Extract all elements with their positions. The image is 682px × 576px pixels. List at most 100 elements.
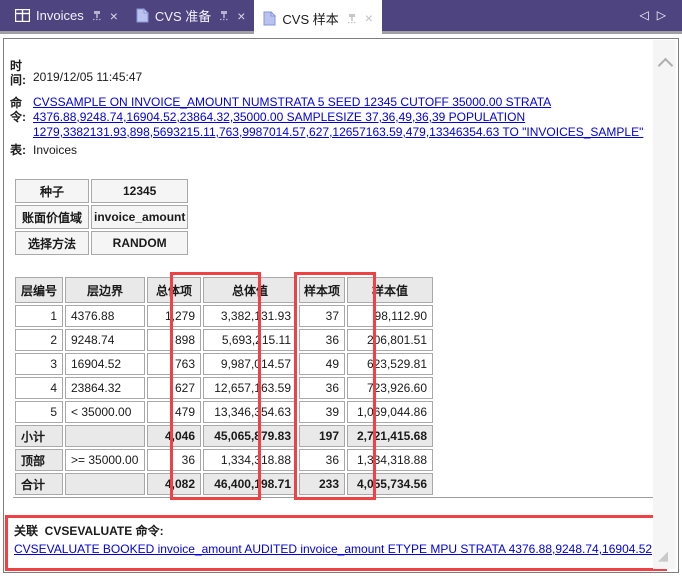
row-label: 小计 [15, 425, 63, 447]
resize-grip-icon[interactable]: ◢ [658, 548, 668, 563]
tab-invoices[interactable]: Invoices × [6, 0, 127, 31]
cell: 233 [299, 473, 346, 495]
cell: 1 [15, 305, 63, 327]
table-row: 2 9248.74 898 5,693,215.11 36 206,801.51 [15, 329, 434, 351]
cell: 23864.32 [65, 377, 145, 399]
tab-cvs-sample-active[interactable]: CVS 样本 × [254, 0, 382, 36]
cell: 1,069,044.86 [347, 401, 434, 423]
row-label: 合计 [15, 473, 63, 495]
tab-scroll-arrows[interactable]: ◁▷ [640, 8, 674, 22]
command-line-3[interactable]: 1279,3382131.93,898,5693215.11,763,99870… [33, 125, 644, 139]
close-icon[interactable]: × [237, 7, 246, 24]
col-header: 层边界 [65, 277, 145, 303]
param-value: invoice_amount [91, 205, 189, 229]
cell: < 35000.00 [65, 401, 145, 423]
close-icon[interactable]: × [109, 7, 118, 24]
table-name-value: Invoices [33, 143, 78, 157]
cell: 46,400,198.71 [203, 473, 297, 495]
param-row: 选择方法 RANDOM [15, 231, 189, 255]
cell: 9248.74 [65, 329, 145, 351]
cell: 898 [147, 329, 201, 351]
cell: 627 [147, 377, 201, 399]
table-row: 4 23864.32 627 12,657,163.59 36 723,926.… [15, 377, 434, 399]
cell: 49 [299, 353, 346, 375]
col-header: 总体项 [147, 277, 201, 303]
cell [65, 425, 145, 447]
total-row: 合计 4,082 46,400,198.71 233 4,055,734.56 [15, 473, 434, 495]
cell: 36 [299, 329, 346, 351]
param-label: 种子 [15, 179, 89, 203]
cell: 4,055,734.56 [347, 473, 434, 495]
table-row: 3 16904.52 763 9,987,014.57 49 623,529.8… [15, 353, 434, 375]
sampling-parameters-table: 种子 12345 账面价值域 invoice_amount 选择方法 RANDO… [13, 177, 190, 257]
related-command-heading: 关联 CVSEVALUATE 命令: [14, 524, 164, 538]
section-separator [13, 497, 658, 498]
cell: 13,346,354.63 [203, 401, 297, 423]
cell: 2,721,415.68 [347, 425, 434, 447]
cvsevaluate-command-link[interactable]: CVSEVALUATE BOOKED invoice_amount AUDITE… [14, 542, 664, 556]
vertical-scrollbar[interactable] [653, 40, 676, 569]
cell [65, 473, 145, 495]
cell: 98,112.90 [347, 305, 434, 327]
param-label: 账面价值域 [15, 205, 89, 229]
tab-scroll-right-icon[interactable]: ▷ [656, 8, 674, 22]
close-icon[interactable]: × [364, 10, 373, 26]
cell: 16904.52 [65, 353, 145, 375]
table-row: 1 4376.88 1,279 3,382,131.93 37 98,112.9… [15, 305, 434, 327]
document-icon [136, 7, 150, 23]
cell: 4,046 [147, 425, 201, 447]
cell: 12,657,163.59 [203, 377, 297, 399]
tab-bar: Invoices × CVS 准备 [0, 0, 682, 36]
command-label: 命令: [10, 96, 26, 124]
cell: 623,529.81 [347, 353, 434, 375]
cvssample-command-link: CVSSAMPLE ON INVOICE_AMOUNT NUMSTRATA 5 … [33, 95, 643, 140]
pin-icon[interactable] [219, 10, 229, 21]
cell: 4,082 [147, 473, 201, 495]
row-label: 顶部 [15, 449, 63, 471]
pin-icon[interactable] [92, 10, 102, 21]
cell: 197 [299, 425, 346, 447]
col-header: 样本值 [347, 277, 434, 303]
tab-scroll-left-icon[interactable]: ◁ [639, 8, 657, 22]
cell: 723,926.60 [347, 377, 434, 399]
cell: 1,334,318.88 [347, 449, 434, 471]
cell: 5 [15, 401, 63, 423]
cell: 3 [15, 353, 63, 375]
subtotal-row: 小计 4,046 45,065,879.83 197 2,721,415.68 [15, 425, 434, 447]
time-value: 2019/12/05 11:45:47 [33, 70, 143, 84]
cell: 4376.88 [65, 305, 145, 327]
tab-label: CVS 样本 [282, 11, 339, 27]
cell: 37 [299, 305, 346, 327]
cell: 4 [15, 377, 63, 399]
tab-cvs-prepare[interactable]: CVS 准备 × [127, 0, 255, 31]
col-header: 总体值 [203, 277, 297, 303]
command-line-1[interactable]: CVSSAMPLE ON INVOICE_AMOUNT NUMSTRATA 5 … [33, 95, 552, 109]
param-value: RANDOM [91, 231, 189, 255]
cell: 1,279 [147, 305, 201, 327]
related-command-box: 关联 CVSEVALUATE 命令: CVSEVALUATE BOOKED in… [5, 515, 667, 571]
cell: 2 [15, 329, 63, 351]
col-header: 样本项 [299, 277, 346, 303]
param-label: 选择方法 [15, 231, 89, 255]
tab-label: CVS 准备 [154, 9, 212, 24]
header-row: 层编号 层边界 总体项 总体值 样本项 样本值 [15, 277, 434, 303]
cell: 206,801.51 [347, 329, 434, 351]
cell: 36 [299, 377, 346, 399]
cell: >= 35000.00 [65, 449, 145, 471]
cell: 45,065,879.83 [203, 425, 297, 447]
table-row: 5 < 35000.00 479 13,346,354.63 39 1,069,… [15, 401, 434, 423]
tab-label: Invoices [36, 8, 84, 23]
cell: 1,334,318.88 [203, 449, 297, 471]
col-header: 层编号 [15, 277, 63, 303]
cell: 763 [147, 353, 201, 375]
top-stratum-row: 顶部 >= 35000.00 36 1,334,318.88 36 1,334,… [15, 449, 434, 471]
param-row: 账面价值域 invoice_amount [15, 205, 189, 229]
cell: 36 [147, 449, 201, 471]
cell: 39 [299, 401, 346, 423]
time-label: 时间: [10, 59, 26, 87]
cell: 36 [299, 449, 346, 471]
pin-icon[interactable] [347, 13, 357, 24]
command-line-2[interactable]: 4376.88,9248.74,16904.52,23864.32,35000.… [33, 110, 526, 124]
table-label: 表: [10, 143, 26, 157]
